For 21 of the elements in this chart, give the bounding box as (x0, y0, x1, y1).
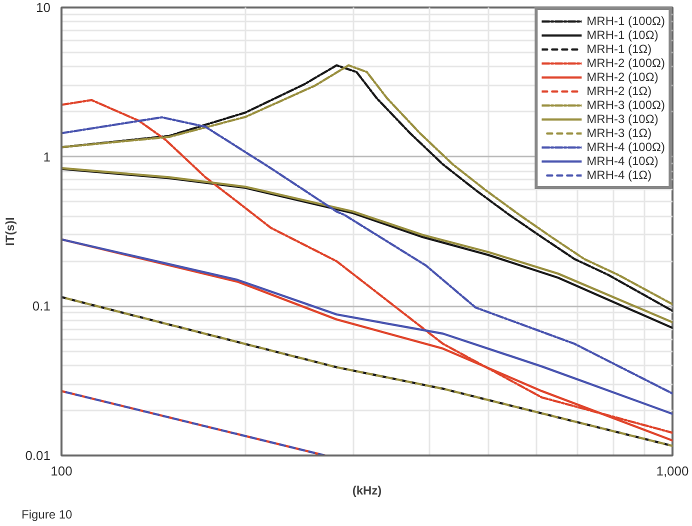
y-axis-title: IT(s)I (3, 217, 18, 246)
y-tick-label: 0.01 (25, 448, 51, 463)
legend-label: MRH-1 (100Ω) (586, 14, 665, 28)
caption: Figure 10 (22, 508, 73, 522)
legend-label: MRH-4 (1Ω) (586, 168, 652, 182)
legend-label: MRH-1 (1Ω) (586, 42, 652, 56)
x-axis-title: (kHz) (352, 484, 382, 498)
y-tick-label: 1 (43, 149, 51, 164)
y-tick-label: 0.1 (32, 298, 51, 314)
legend-label: MRH-3 (10Ω) (586, 112, 658, 126)
legend-label: MRH-4 (10Ω) (586, 154, 658, 168)
x-tick-label: 1,000 (656, 464, 689, 478)
legend-label: MRH-3 (1Ω) (586, 126, 652, 140)
legend-label: MRH-2 (1Ω) (586, 84, 652, 98)
legend-label: MRH-3 (100Ω) (586, 98, 665, 112)
legend-label: MRH-1 (10Ω) (586, 28, 658, 42)
legend-label: MRH-2 (10Ω) (586, 70, 658, 84)
y-tick-label: 10 (36, 0, 51, 15)
legend-label: MRH-4 (100Ω) (586, 140, 665, 154)
legend-label: MRH-2 (100Ω) (586, 56, 665, 70)
x-tick-label: 100 (50, 464, 72, 478)
